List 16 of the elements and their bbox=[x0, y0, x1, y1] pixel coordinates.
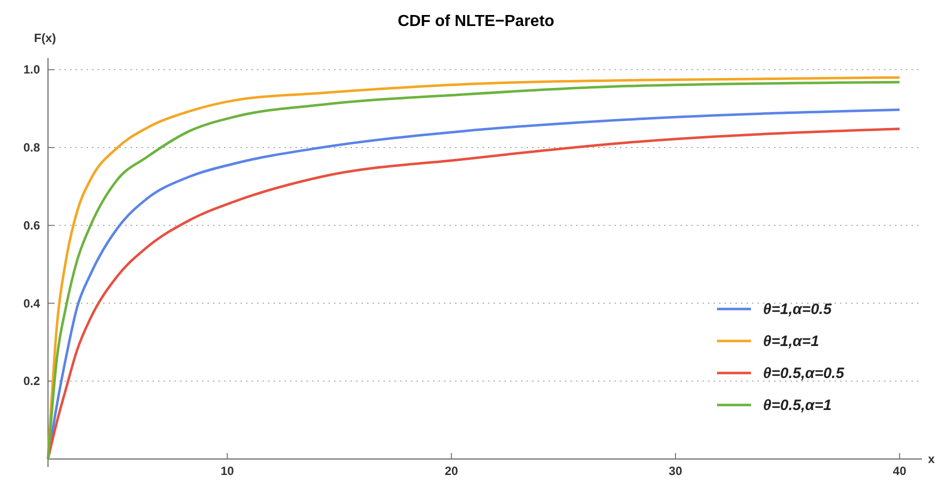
x-tick-label: 30 bbox=[668, 464, 682, 478]
y-axis-title: F(x) bbox=[34, 31, 56, 45]
y-tick-label: 0.8 bbox=[23, 140, 40, 155]
x-tick-label: 40 bbox=[892, 464, 907, 478]
y-tick-label: 0.4 bbox=[23, 296, 40, 310]
legend-label: θ=1,α=1 bbox=[763, 333, 820, 350]
y-tick-label: 0.6 bbox=[23, 218, 40, 232]
y-tick-label: 1.0 bbox=[23, 62, 40, 77]
x-tick-label: 10 bbox=[220, 464, 234, 478]
x-tick-label: 20 bbox=[444, 464, 458, 478]
y-tick-label: 0.2 bbox=[23, 374, 40, 388]
legend-label: θ=0.5,α=0.5 bbox=[763, 365, 845, 382]
x-axis-title: x bbox=[928, 452, 935, 466]
legend-label: θ=0.5,α=1 bbox=[763, 397, 832, 414]
chart-title: CDF of NLTE−Pareto bbox=[398, 13, 555, 30]
legend-label: θ=1,α=0.5 bbox=[763, 301, 832, 318]
